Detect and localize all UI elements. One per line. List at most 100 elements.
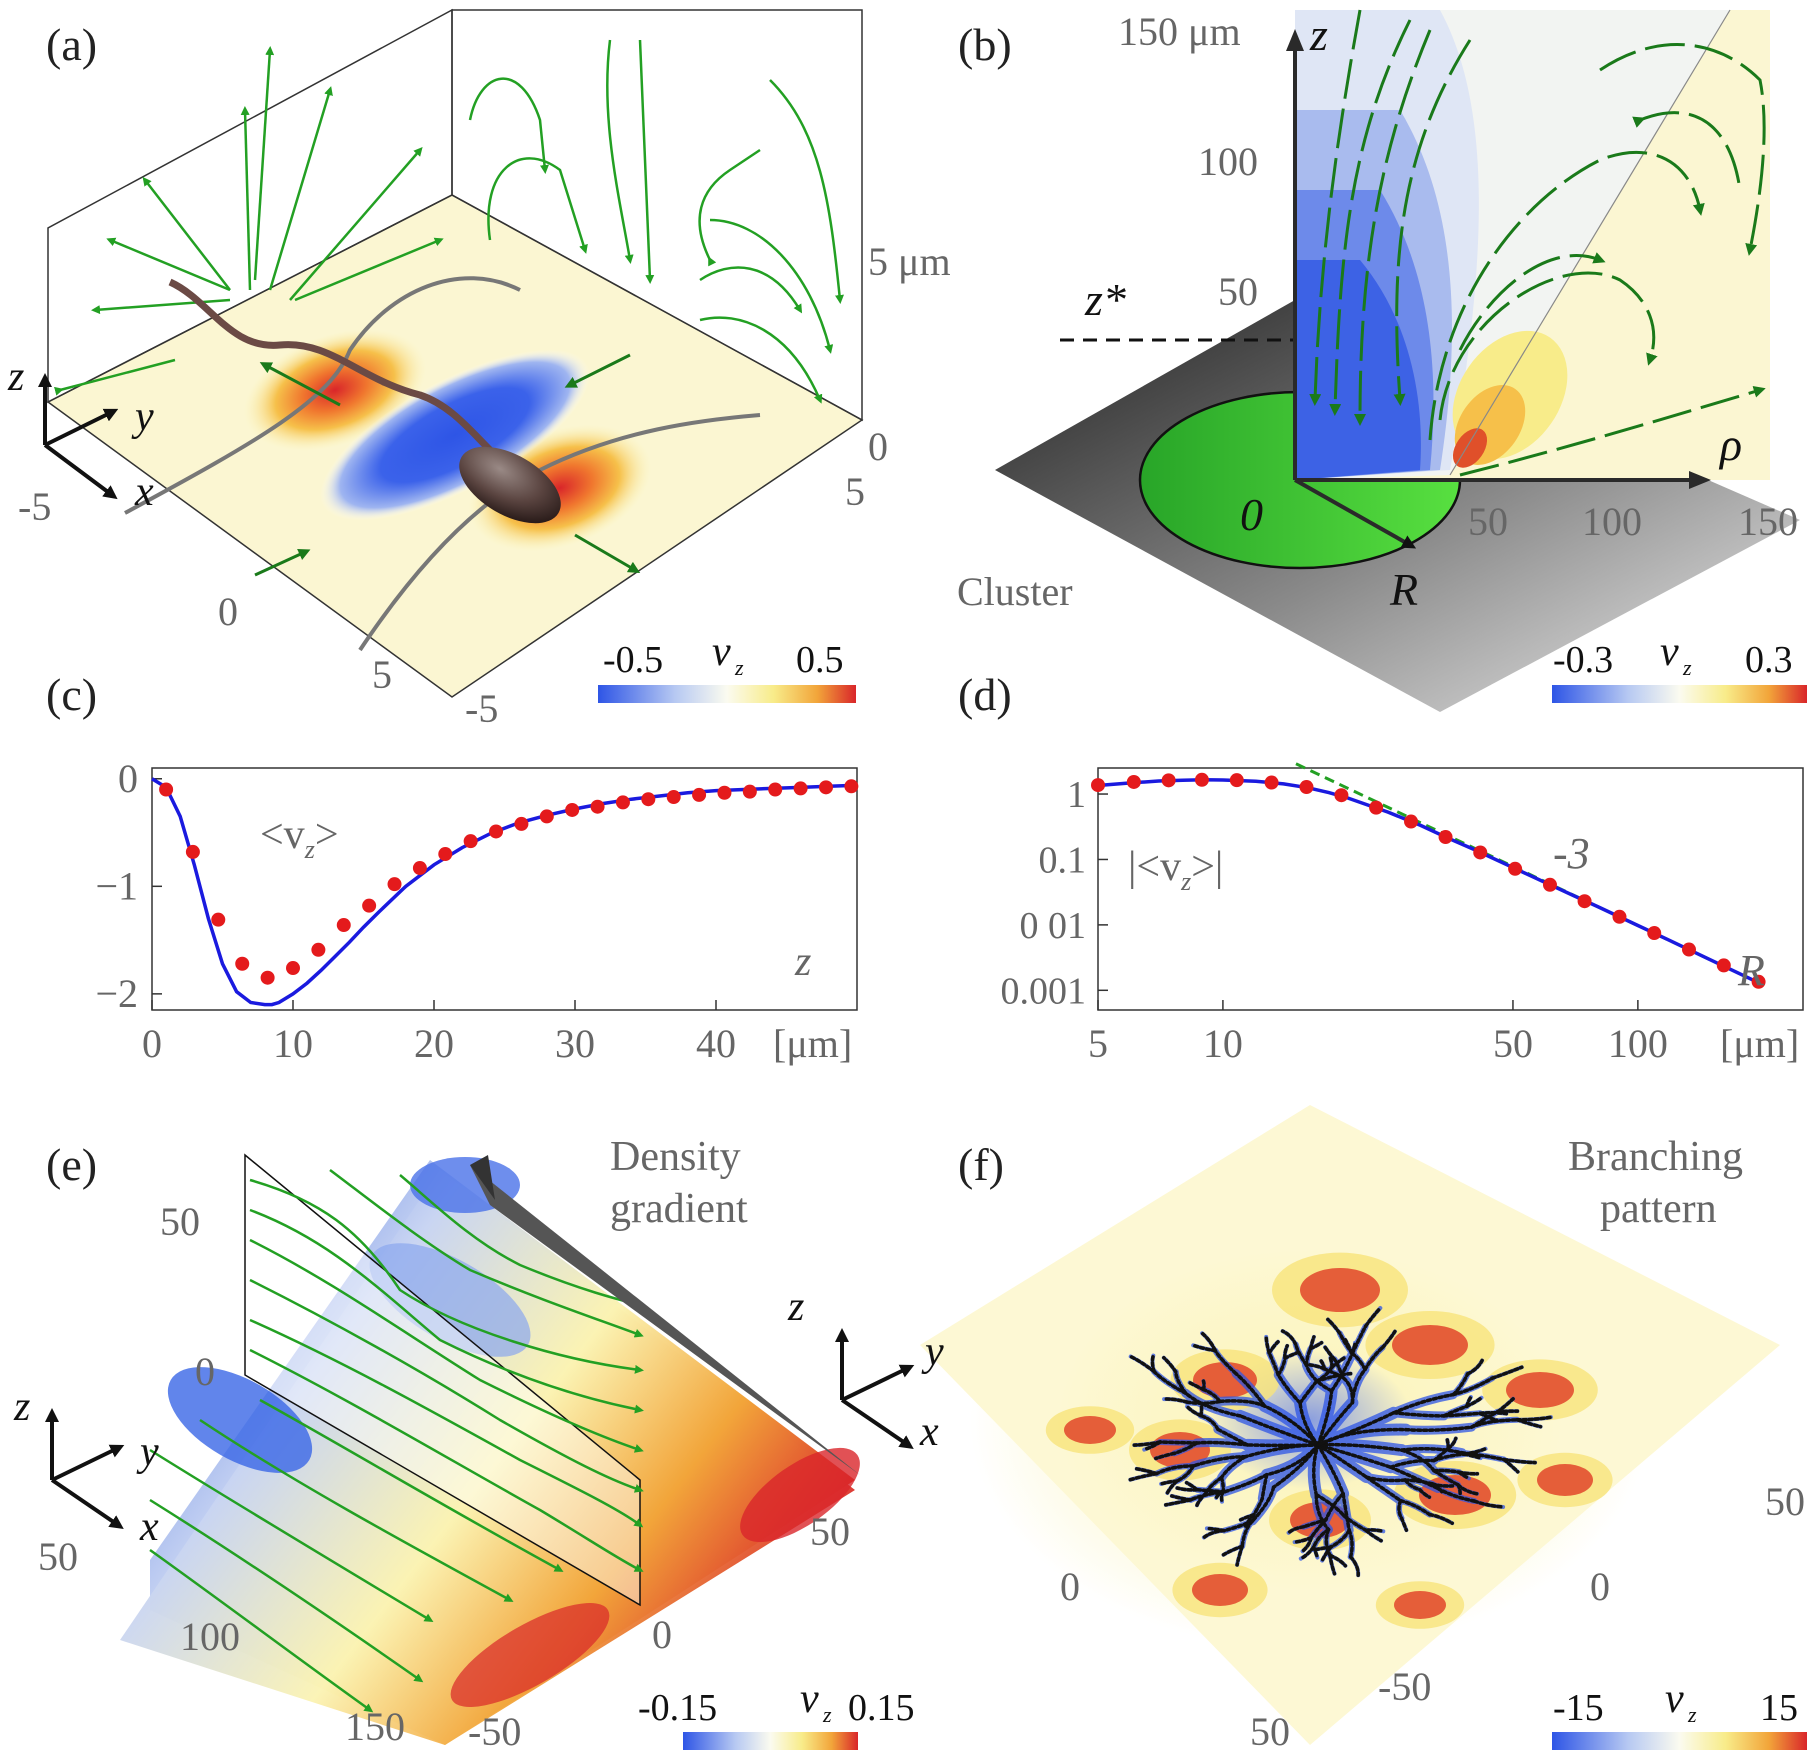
branch-line <box>1205 1526 1226 1533</box>
curve-label-end: > <box>315 812 339 858</box>
chart-d-xtick-label: 10 <box>1203 1021 1243 1066</box>
streamline <box>329 1169 644 1338</box>
axis-x-label: x <box>919 1409 939 1455</box>
chart-d-marker <box>1681 942 1696 957</box>
chart-c-marker <box>159 782 174 797</box>
chart-c-ticks: 0 10 20 30 40 0 −1 −2 <box>95 756 736 1066</box>
branch-line <box>1250 1485 1276 1523</box>
tick-label: 5 <box>372 652 392 697</box>
chart-c-marker <box>260 970 275 985</box>
chart-c-xtick-label: 0 <box>142 1021 162 1066</box>
flow-arrow <box>564 353 631 388</box>
chart-c-marker <box>211 912 226 927</box>
chart-d-xlabel: R <box>1737 946 1765 995</box>
streamline <box>709 218 834 354</box>
chart-c-marker <box>311 942 326 957</box>
chart-c-curve-label: <vz> <box>260 812 339 864</box>
branch-line <box>1154 1464 1196 1476</box>
z-tick: 100 <box>1198 139 1258 184</box>
branch-line <box>1214 1489 1226 1500</box>
chart-d-slope-label: -3 <box>1553 829 1590 878</box>
chart-d-marker <box>1404 814 1419 829</box>
chart-c-marker <box>387 877 402 892</box>
streamline <box>294 237 444 302</box>
branch-line <box>1159 1479 1179 1486</box>
branch-line <box>1316 1400 1355 1447</box>
panel-a: (a) <box>7 8 951 731</box>
curve-label-text: <v <box>260 812 305 858</box>
colorbar-label: v <box>1665 1676 1684 1722</box>
branch-line <box>1191 1343 1217 1353</box>
streamline <box>1393 39 1472 406</box>
colorbar-max: 15 <box>1760 1687 1798 1729</box>
branch-line <box>1319 1359 1326 1371</box>
annotation-line2: gradient <box>610 1186 748 1232</box>
branch-line <box>1158 1440 1199 1445</box>
colorbar-min: -15 <box>1553 1687 1604 1729</box>
panel-e-red-patch <box>740 1447 860 1543</box>
branch-line <box>1221 1544 1244 1557</box>
chart-d-marker <box>1542 877 1557 892</box>
branch-line <box>1175 1464 1196 1483</box>
streamline <box>142 176 231 291</box>
chart-d-marker <box>1299 780 1314 795</box>
chart-d-marker <box>1577 894 1592 909</box>
chart-c-xlabel: z <box>794 939 811 985</box>
branch-line <box>1195 1491 1208 1508</box>
chart-c-theory-line <box>151 777 858 1007</box>
colorbar-max: 0.3 <box>1745 639 1793 681</box>
chart-c-marker <box>844 779 859 794</box>
branch-line <box>1280 1329 1298 1347</box>
tick-label: -5 <box>465 686 498 731</box>
streamline <box>249 1318 644 1528</box>
chart-c-marker <box>336 918 351 933</box>
axis-x-arrow <box>840 1398 914 1449</box>
panel-f-axes-glyph <box>835 1328 915 1449</box>
panel-a-axes-glyph <box>38 373 119 500</box>
branch-line <box>1150 1353 1156 1374</box>
branch-line <box>1502 1457 1520 1474</box>
axis-y-label: y <box>136 1429 159 1475</box>
panel-a-label: (a) <box>46 19 97 70</box>
colorbar-label-sub: z <box>734 655 744 680</box>
panel-b-label: (b) <box>958 19 1012 70</box>
branch-line <box>1316 1389 1334 1447</box>
streamline <box>253 46 275 281</box>
chart-c-xtick-label: 30 <box>555 1021 595 1066</box>
chart-c-marker <box>438 847 453 862</box>
branch-line <box>1292 1535 1313 1544</box>
streamline <box>769 79 844 304</box>
tick-label: -5 <box>18 484 51 529</box>
tick-label: 0 <box>195 1349 215 1394</box>
panel-f-colorbar <box>1552 1732 1807 1750</box>
streamline <box>1428 150 1705 441</box>
branch-line <box>1445 1438 1450 1451</box>
branch-line <box>1311 1545 1320 1560</box>
tick-label: 5 <box>845 469 865 514</box>
branch-line <box>1222 1472 1269 1494</box>
branch-line <box>1398 1498 1432 1517</box>
tick-label: 50 <box>160 1199 200 1244</box>
chart-c-marker <box>666 790 681 805</box>
streamline <box>1309 9 1362 406</box>
chart-d-marker <box>1438 830 1453 845</box>
branch-line <box>1348 1555 1360 1578</box>
chart-d-marker <box>1126 774 1141 789</box>
tick-label: 50 <box>38 1534 78 1579</box>
chart-c-marker <box>742 784 757 799</box>
panel-f: (f) z y x Branching pattern 50 0 0 50 -5… <box>787 1105 1807 1754</box>
flow-arrow <box>254 549 311 577</box>
streamline <box>199 1418 514 1602</box>
branch-line <box>1238 1513 1256 1522</box>
streamline <box>699 316 823 404</box>
curve-label-sub: z <box>1180 867 1191 896</box>
chart-d-ytick-label: 0 01 <box>1020 905 1087 947</box>
flow-arrow <box>574 533 641 574</box>
tick-label: 0 <box>1060 1564 1080 1609</box>
branch-line <box>1308 1340 1324 1351</box>
hotspot <box>1192 1574 1248 1606</box>
panel-d-label: (d) <box>958 669 1012 720</box>
chart-c-marker <box>717 785 732 800</box>
chart-c-ytick-label: −1 <box>95 863 138 908</box>
axis-x-arrow <box>50 1478 124 1529</box>
